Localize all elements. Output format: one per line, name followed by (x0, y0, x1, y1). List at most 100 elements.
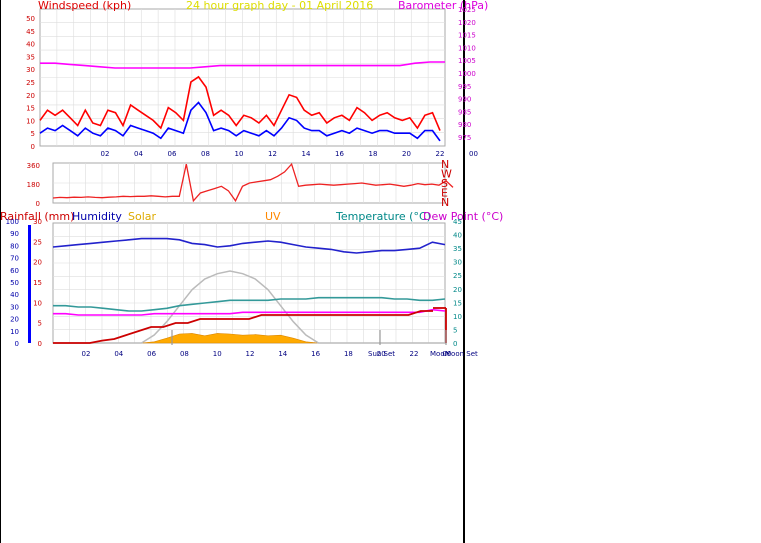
temperature-x-tick-label: 08 (180, 350, 189, 358)
wind-tick-label: 45 (26, 28, 35, 36)
temperature-series (53, 296, 446, 312)
temperature-tick-label: 40 (453, 232, 462, 240)
wind-x-tick-label: 02 (101, 150, 110, 158)
moonset-label: Moon Set (445, 350, 478, 358)
wind-x-tick-label: 00 (469, 150, 478, 158)
chart-frame (0, 0, 465, 543)
rainfall-tick-label: 5 (38, 320, 42, 328)
solar-axis-label: Solar (128, 210, 157, 223)
temperature-x-tick-label: 00 (442, 350, 451, 358)
temperature-x-tick-label: 02 (82, 350, 91, 358)
rainfall-tick-label: 20 (33, 259, 42, 267)
wind-x-tick-label: 18 (369, 150, 378, 158)
gust-series (39, 75, 441, 131)
compass-letter: N (441, 158, 449, 171)
temperature-tick-label: 10 (453, 313, 462, 321)
humidity-axis-label: Humidity (72, 210, 122, 223)
humidity-tick-label: 80 (10, 242, 19, 250)
wind-x-tick-label: 12 (268, 150, 277, 158)
wind-x-tick-label: 04 (134, 150, 143, 158)
dewpoint-series (53, 308, 446, 316)
barometer-axis-label: Barometer (hPa) (398, 0, 488, 12)
wind-tick-label: 0 (31, 143, 35, 151)
wind-tick-label: 10 (26, 117, 35, 125)
wind-x-tick-label: 16 (335, 150, 344, 158)
temperature-x-tick-label: 06 (147, 350, 156, 358)
direction-tick-label: 180 (27, 181, 40, 189)
humidity-tick-label: 100 (6, 218, 19, 226)
humidity-tick-label: 50 (10, 279, 19, 287)
compass-letter: S (441, 177, 448, 190)
windspeed-axis-label: Windspeed (kph) (38, 0, 131, 12)
wind-x-tick-label: 22 (436, 150, 445, 158)
sunset-label: Sun Set (368, 350, 395, 358)
barometer-tick-label: 995 (458, 83, 471, 91)
rainfall-tick-label: 10 (33, 299, 42, 307)
direction-series (52, 162, 454, 203)
temperature-x-tick-label: 18 (344, 350, 353, 358)
wind-tick-label: 35 (26, 53, 35, 61)
temperature-x-tick-label: 12 (246, 350, 255, 358)
temperature-x-tick-label: 04 (114, 350, 123, 358)
barometer-tick-label: 980 (458, 121, 471, 129)
direction-tick-label: 0 (36, 200, 40, 208)
wind-grid (40, 9, 445, 146)
temperature-tick-label: 35 (453, 245, 462, 253)
dewpoint-axis-label: Dew Point (°C) (423, 210, 503, 223)
temperature-tick-label: 15 (453, 299, 462, 307)
temperature-tick-label: 5 (453, 326, 457, 334)
rainfall-tick-label: 25 (33, 238, 42, 246)
temperature-x-tick-label: 22 (410, 350, 419, 358)
rainfall-tick-label: 15 (33, 279, 42, 287)
temperature-axis-label: Temperature (°C) (335, 210, 431, 223)
humidity-series (52, 237, 446, 254)
wind-tick-label: 15 (26, 105, 35, 113)
humidity-axis-bar (28, 225, 31, 343)
rainfall-tick-label: 0 (38, 340, 42, 348)
temperature-x-tick-label: 16 (311, 350, 320, 358)
wind-x-tick-label: 08 (201, 150, 210, 158)
humidity-tick-label: 30 (10, 303, 19, 311)
temperature-x-tick-label: 14 (278, 350, 287, 358)
barometer-tick-label: 990 (458, 96, 471, 104)
rainfall-series (53, 310, 433, 344)
barometer-tick-label: 1020 (458, 19, 476, 27)
humidity-tick-label: 20 (10, 316, 19, 324)
average-series (39, 101, 441, 142)
chart-title: 24 hour graph day - 01 April 2016 (186, 0, 373, 12)
humidity-tick-label: 40 (10, 291, 19, 299)
temperature-tick-label: 20 (453, 286, 462, 294)
barometer-tick-label: 1015 (458, 32, 476, 40)
wind-x-tick-label: 14 (302, 150, 311, 158)
temperature-tick-label: 0 (453, 340, 457, 348)
compass-letter: E (441, 187, 448, 200)
compass-letter: W (441, 168, 452, 181)
barometer-tick-label: 1000 (458, 70, 476, 78)
wind-tick-label: 5 (31, 130, 35, 138)
humidity-tick-label: 60 (10, 267, 19, 275)
barometer-tick-label: 975 (458, 134, 471, 142)
temperature-tick-label: 45 (453, 218, 462, 226)
humidity-tick-label: 90 (10, 230, 19, 238)
temperature-x-tick-label: 20 (377, 350, 386, 358)
humidity-tick-label: 0 (15, 340, 19, 348)
wind-x-tick-label: 10 (235, 150, 244, 158)
barometer-tick-label: 1010 (458, 44, 476, 52)
wind-tick-label: 30 (26, 66, 35, 74)
direction-tick-label: 360 (27, 162, 40, 170)
uv-axis-label: UV (265, 210, 281, 223)
rainfall-tick-label: 30 (33, 218, 42, 226)
temperature-x-tick-label: 10 (213, 350, 222, 358)
wind-tick-label: 20 (26, 92, 35, 100)
rainfall-axis-label: Rainfall (mm) (0, 210, 74, 223)
temperature-tick-label: 25 (453, 272, 462, 280)
barometer-tick-label: 1005 (458, 57, 476, 65)
wind-tick-label: 50 (26, 15, 35, 23)
wind-x-tick-label: 20 (402, 150, 411, 158)
moon-label: Moon (430, 350, 449, 358)
temperature-tick-label: 30 (453, 259, 462, 267)
humidity-tick-label: 70 (10, 255, 19, 263)
wind-tick-label: 25 (26, 79, 35, 87)
barometer-series (40, 61, 445, 69)
